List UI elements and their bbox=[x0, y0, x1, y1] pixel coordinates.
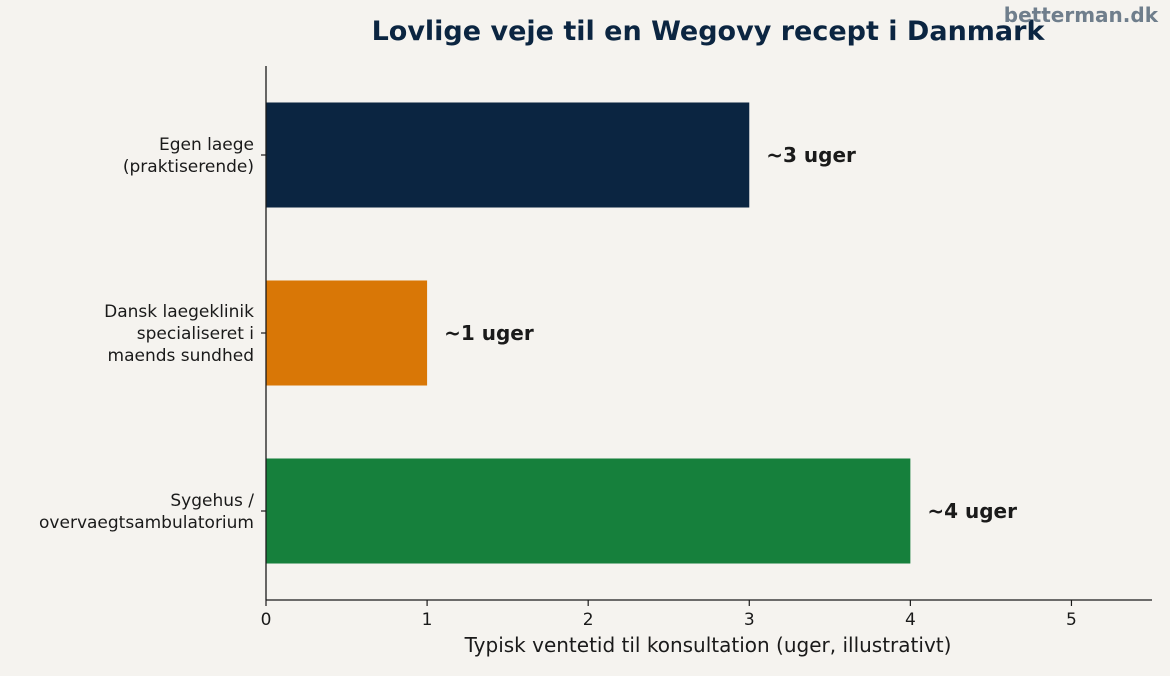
bar-2 bbox=[266, 280, 428, 386]
axes-group: Egen laege (praktiserende) Dansk laegeklin… bbox=[39, 66, 1152, 630]
chart-title: Lovlige veje til en Wegovy recept i Danm… bbox=[372, 16, 1046, 47]
bars-group: ~3 uger ~1 uger ~4 uger bbox=[266, 102, 1017, 564]
x-tick-label-2: 2 bbox=[583, 610, 594, 630]
bar-3 bbox=[266, 458, 911, 564]
bar-1 bbox=[266, 102, 750, 208]
category-label-2: Dansk laegeklinik specialiseret i maends s… bbox=[104, 302, 254, 366]
data-label-1: ~3 uger bbox=[766, 143, 856, 167]
data-label-3: ~4 uger bbox=[927, 499, 1017, 523]
data-label-2: ~1 uger bbox=[444, 321, 534, 345]
category-label-1: Egen laege (praktiserende) bbox=[123, 135, 254, 177]
x-tick-label-1: 1 bbox=[422, 610, 433, 630]
x-tick-label-0: 0 bbox=[261, 610, 272, 630]
x-tick-label-5: 5 bbox=[1066, 610, 1077, 630]
x-tick-label-4: 4 bbox=[905, 610, 916, 630]
x-tick-label-3: 3 bbox=[744, 610, 755, 630]
x-axis-label: Typisk ventetid til konsultation (uger, … bbox=[464, 633, 952, 657]
watermark: betterman.dk bbox=[1004, 3, 1159, 27]
category-label-3: Sygehus / overvaegtsambulatorium bbox=[39, 491, 254, 533]
